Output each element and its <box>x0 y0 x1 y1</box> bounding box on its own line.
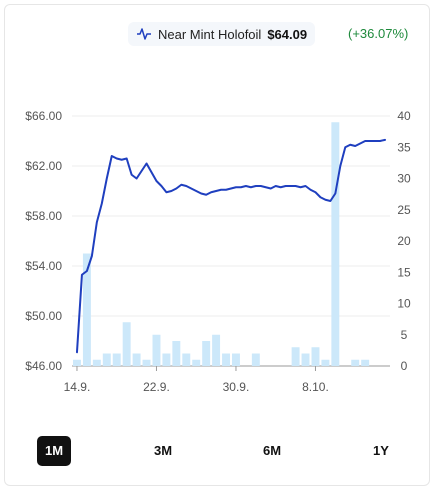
volume-bar <box>232 353 240 366</box>
y-right-tick-label: 30 <box>397 172 411 186</box>
legend-price-change: (+36.07%) <box>348 26 409 41</box>
x-tick-label: 30.9. <box>223 380 250 394</box>
volume-bar <box>122 322 131 366</box>
volume-bar <box>182 353 191 366</box>
y-left-tick-label: $58.00 <box>25 209 62 223</box>
volume-bar <box>192 359 201 366</box>
tab-1m[interactable]: 1M <box>37 436 71 466</box>
volume-bar <box>212 334 221 366</box>
y-right-tick-label: 35 <box>397 140 411 154</box>
y-left-tick-label: $66.00 <box>25 109 62 123</box>
volume-bar <box>251 353 260 366</box>
y-right-tick-label: 40 <box>397 109 411 123</box>
volume-bar <box>361 359 370 366</box>
volume-bar <box>202 341 211 366</box>
x-tick-label: 22.9. <box>143 380 170 394</box>
tab-6m[interactable]: 6M <box>262 443 282 458</box>
legend-series-name: Near Mint Holofoil <box>158 26 262 42</box>
price-volume-chart: $46.00 $50.00 $54.00 $58.00 $62.00 $66.00 0 5 10… <box>25 109 411 394</box>
y-right-tick-label: 5 <box>401 328 408 342</box>
y-right-tick-label: 15 <box>397 265 411 279</box>
y-left-tick-label: $50.00 <box>25 309 62 323</box>
line-chart-icon <box>137 28 151 40</box>
volume-bar <box>351 359 360 366</box>
volume-bar <box>321 359 330 366</box>
x-tick-label: 8.10. <box>302 380 329 394</box>
volume-bar <box>172 341 181 366</box>
y-right-tick-label: 25 <box>397 203 411 217</box>
volume-bar <box>222 353 230 366</box>
volume-bar <box>301 353 310 366</box>
volume-bar <box>152 334 161 366</box>
tab-1y[interactable]: 1Y <box>373 443 389 458</box>
legend-current-price: $64.09 <box>267 26 308 42</box>
x-tick-label: 14.9. <box>64 380 91 394</box>
legend-series-toggle[interactable]: Near Mint Holofoil $64.09 <box>128 22 316 46</box>
volume-bar <box>162 353 171 366</box>
volume-bar <box>102 353 111 366</box>
time-range-tabs: 1M 3M 6M 1Y <box>0 436 437 468</box>
volume-bar <box>82 253 91 366</box>
y-right-tick-label: 0 <box>401 359 408 373</box>
y-right-tick-label: 20 <box>397 234 411 248</box>
y-left-tick-label: $54.00 <box>25 259 62 273</box>
y-left-tick-label: $62.00 <box>25 159 62 173</box>
y-right-tick-label: 10 <box>397 297 411 311</box>
volume-bar <box>73 359 81 366</box>
y-left-tick-label: $46.00 <box>25 359 62 373</box>
tab-3m[interactable]: 3M <box>153 443 173 458</box>
volume-bar <box>331 122 340 366</box>
volume-bar <box>112 353 121 366</box>
volume-bar <box>92 359 101 366</box>
volume-bar <box>142 359 151 366</box>
price-line <box>75 138 387 354</box>
price-chart-card <box>4 4 430 486</box>
volume-bar <box>132 353 141 366</box>
volume-bar <box>311 347 320 366</box>
volume-bar <box>291 347 300 366</box>
